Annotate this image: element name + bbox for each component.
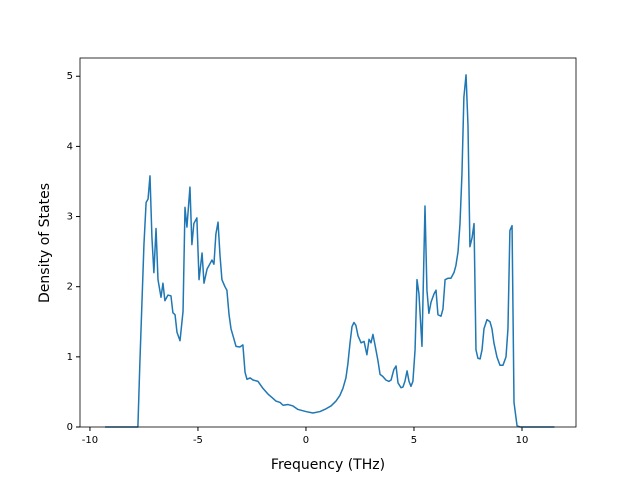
x-axis-label: Frequency (THz) — [271, 457, 385, 473]
y-tick-label: 4 — [67, 141, 73, 152]
y-tick-label: 1 — [67, 352, 73, 363]
y-tick-label: 0 — [67, 422, 73, 433]
line-series — [105, 74, 555, 428]
y-tick-label: 2 — [67, 282, 73, 293]
x-tick-label: -5 — [193, 435, 203, 446]
y-tick-label: 3 — [67, 212, 73, 223]
x-tick-label: 5 — [411, 435, 417, 446]
x-tick-label: 0 — [303, 435, 309, 446]
y-axis-label: Density of States — [37, 183, 53, 303]
x-tick-label: 10 — [516, 435, 529, 446]
x-tick-label: -10 — [82, 435, 98, 446]
plot-frame — [79, 57, 577, 428]
y-tick-label: 5 — [67, 71, 73, 82]
